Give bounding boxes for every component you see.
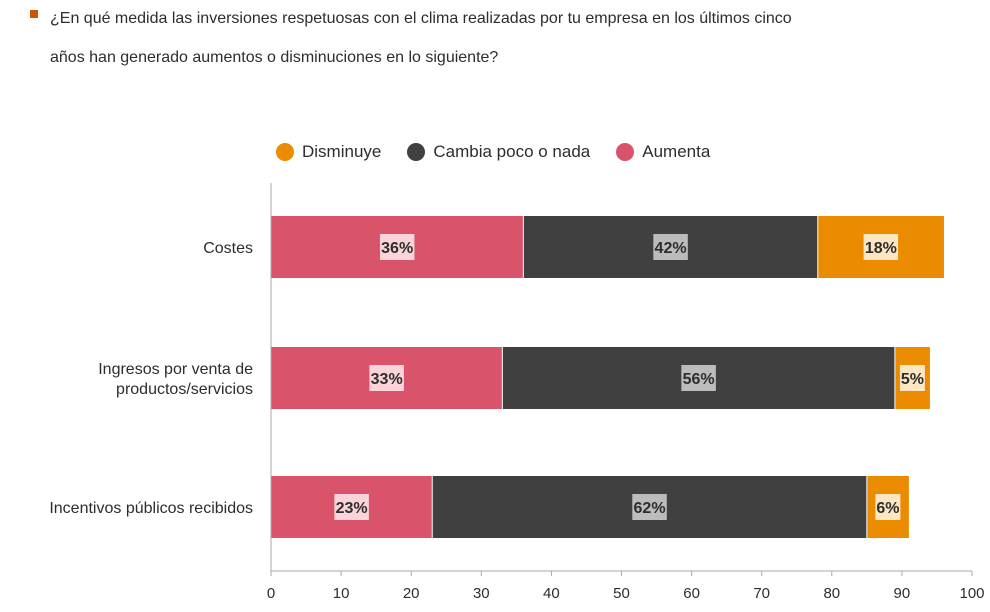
category-label: productos/servicios xyxy=(116,381,253,398)
x-tick-label: 50 xyxy=(613,585,630,602)
x-tick-label: 70 xyxy=(753,585,770,602)
x-tick-label: 60 xyxy=(683,585,700,602)
x-tick-label: 100 xyxy=(959,585,984,602)
chart-legend: Disminuye Cambia poco o nada Aumenta xyxy=(276,142,736,162)
x-tick-label: 20 xyxy=(403,585,420,602)
data-label-background xyxy=(653,234,688,260)
legend-swatch xyxy=(407,143,426,161)
category-label: Incentivos públicos recibidos xyxy=(49,500,253,517)
x-tick-label: 90 xyxy=(894,585,911,602)
chart-question-line-1: ¿En qué medida las inversiones respetuos… xyxy=(50,10,792,27)
data-label-background xyxy=(379,234,415,260)
legend-item: Aumenta xyxy=(616,142,710,162)
x-tick-label: 10 xyxy=(333,585,350,602)
data-label-background xyxy=(334,494,369,520)
data-label: 23% xyxy=(336,500,368,517)
data-label-background xyxy=(899,365,925,391)
legend-label: Aumenta xyxy=(642,142,711,161)
data-label: 18% xyxy=(865,240,897,257)
data-label-background xyxy=(875,494,901,520)
legend-item: Cambia poco o nada xyxy=(407,142,590,162)
data-label: 36% xyxy=(381,240,413,257)
data-label-background xyxy=(681,365,716,391)
data-label-background xyxy=(369,365,404,391)
category-label: Ingresos por venta de xyxy=(98,361,253,378)
x-tick-label: 0 xyxy=(267,585,275,602)
data-label: 6% xyxy=(876,500,899,517)
legend-label: Disminuye xyxy=(302,142,382,161)
legend-swatch xyxy=(276,143,294,161)
data-label: 33% xyxy=(371,371,403,388)
data-label-background xyxy=(863,234,899,260)
legend-item: Disminuye xyxy=(276,142,381,162)
x-tick-label: 80 xyxy=(823,585,840,602)
category-label: Costes xyxy=(203,240,253,257)
title-bullet xyxy=(30,10,38,18)
x-tick-label: 40 xyxy=(543,585,560,602)
legend-label: Cambia poco o nada xyxy=(433,142,591,161)
data-label: 5% xyxy=(901,371,924,388)
data-label: 62% xyxy=(634,500,666,517)
chart-question-line-2: años han generado aumentos o disminucion… xyxy=(50,49,499,66)
legend-swatch xyxy=(616,143,635,161)
data-label: 42% xyxy=(655,240,687,257)
data-label-background xyxy=(632,494,667,520)
x-tick-label: 30 xyxy=(473,585,490,602)
data-label: 56% xyxy=(683,371,715,388)
